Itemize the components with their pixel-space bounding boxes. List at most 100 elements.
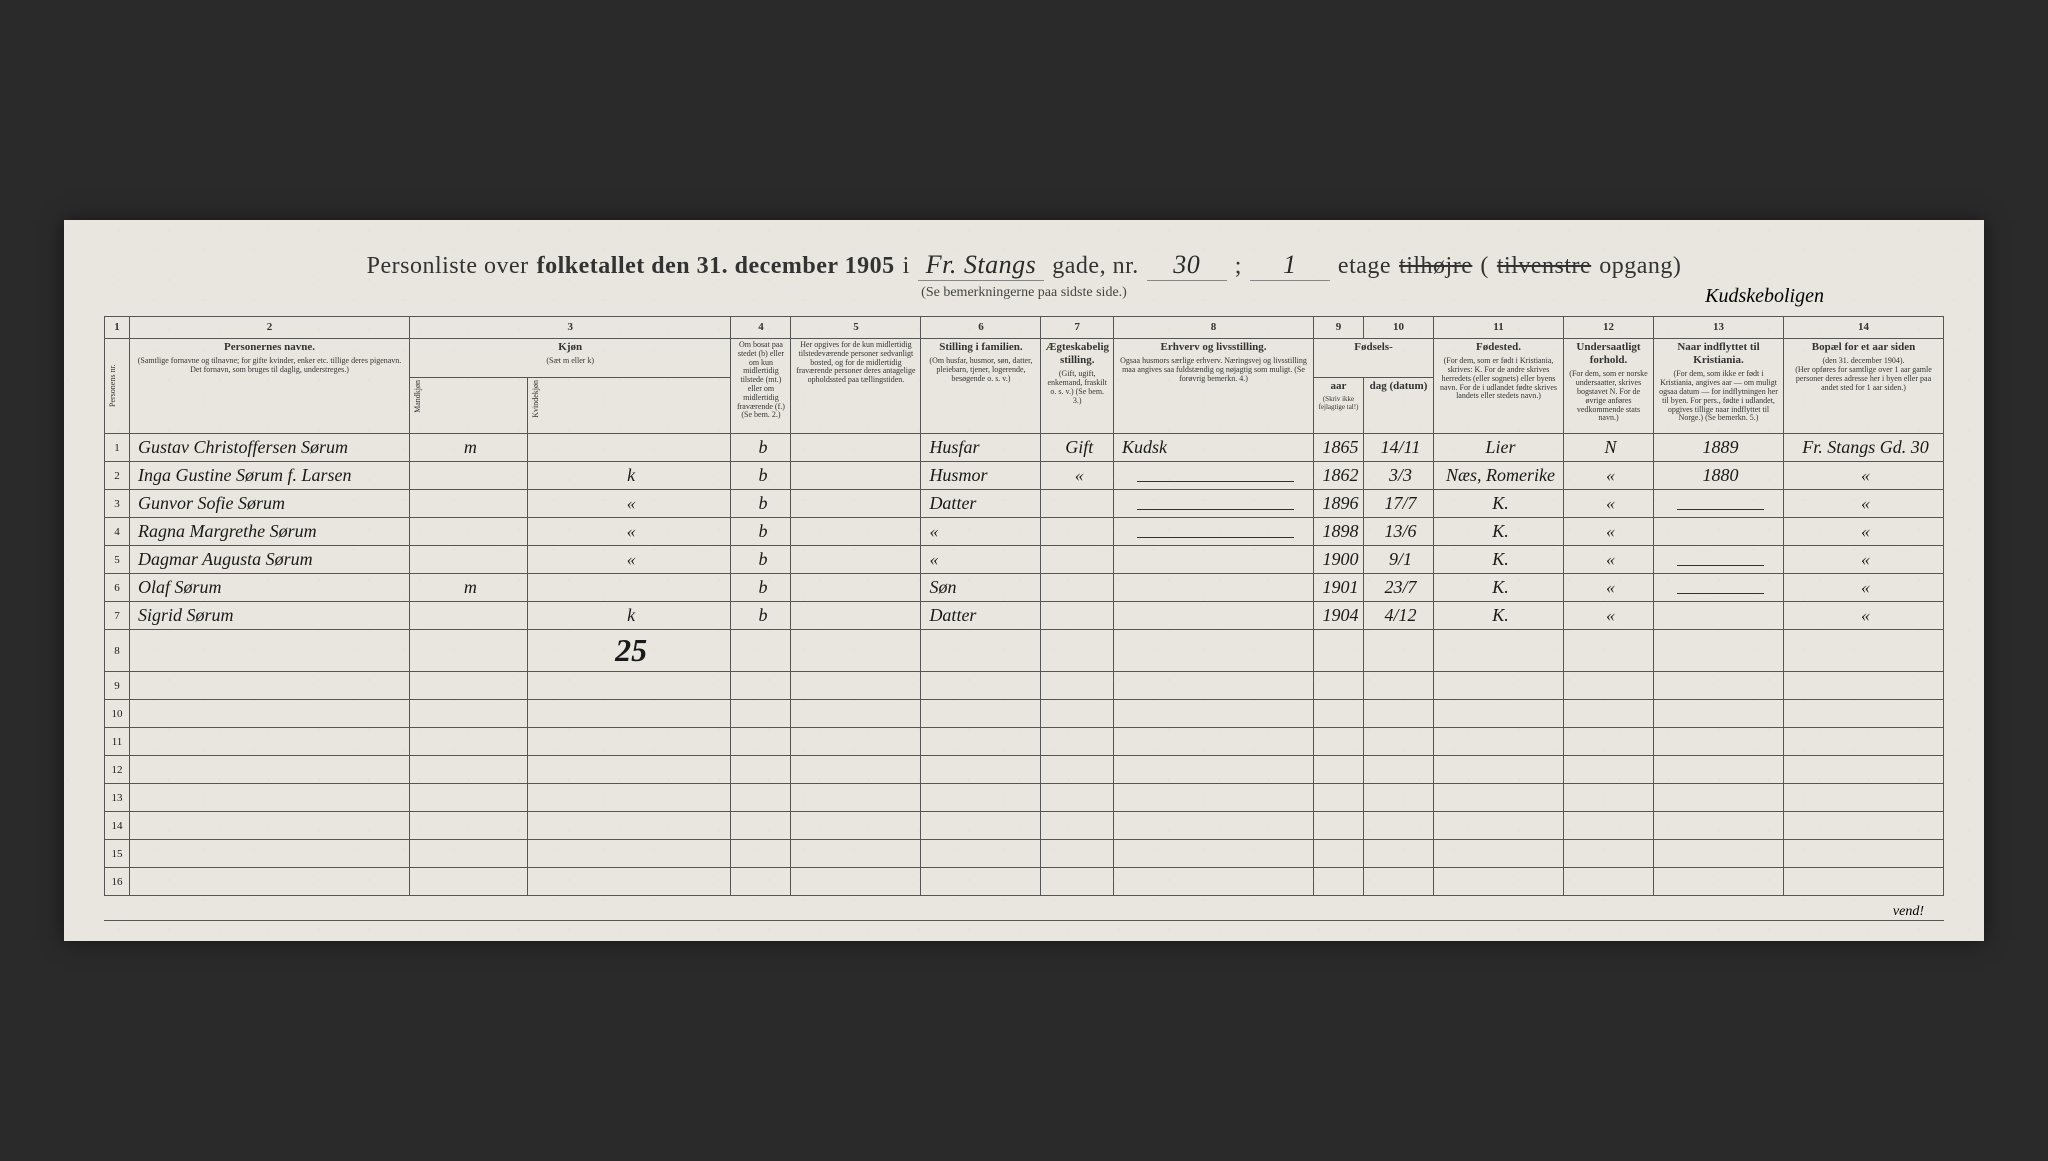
table-cell: Husmor <box>921 462 1041 490</box>
street-number: 30 <box>1147 250 1227 281</box>
table-cell: 1 <box>105 434 130 462</box>
h4: Om bosat paa stedet (b) eller om kun mid… <box>731 339 791 434</box>
table-cell <box>731 728 791 756</box>
table-cell: 16 <box>105 868 130 896</box>
table-cell <box>731 784 791 812</box>
table-cell <box>1434 784 1564 812</box>
table-cell <box>130 672 410 700</box>
table-cell <box>1784 756 1944 784</box>
table-cell <box>791 728 921 756</box>
table-cell: « <box>527 490 731 518</box>
table-cell <box>1114 630 1314 672</box>
table-cell: « <box>1564 490 1654 518</box>
table-cell: Fr. Stangs Gd. 30 <box>1784 434 1944 462</box>
opgang-label: opgang) <box>1599 253 1681 280</box>
colnum-5: 5 <box>791 316 921 338</box>
census-table: 1 2 3 4 5 6 7 8 9 10 11 12 13 14 Persone… <box>104 316 1944 896</box>
table-cell <box>130 868 410 896</box>
table-cell: K. <box>1434 602 1564 630</box>
table-cell <box>791 756 921 784</box>
table-cell <box>130 756 410 784</box>
table-cell <box>1564 840 1654 868</box>
table-cell <box>1041 840 1114 868</box>
h7: Ægteskabelig stilling. (Gift, ugift, enk… <box>1041 339 1114 434</box>
table-cell <box>1654 672 1784 700</box>
table-cell: 1880 <box>1654 462 1784 490</box>
table-cell <box>527 700 731 728</box>
table-cell: 12 <box>105 756 130 784</box>
h3a: Mandkjøn <box>410 378 528 434</box>
table-row: 1Gustav Christoffersen SørummbHusfarGift… <box>105 434 1944 462</box>
table-cell <box>1784 672 1944 700</box>
table-cell <box>1654 546 1784 574</box>
table-cell: Ragna Margrethe Sørum <box>130 518 410 546</box>
colnum-14: 14 <box>1784 316 1944 338</box>
table-cell <box>731 812 791 840</box>
table-cell <box>1114 462 1314 490</box>
table-row: 7Sigrid SørumkbDatter19044/12K.«« <box>105 602 1944 630</box>
table-cell <box>1434 840 1564 868</box>
table-cell <box>1564 868 1654 896</box>
table-cell: « <box>1564 574 1654 602</box>
table-cell: 6 <box>105 574 130 602</box>
table-cell: K. <box>1434 490 1564 518</box>
table-cell <box>130 728 410 756</box>
table-cell <box>791 784 921 812</box>
table-cell: 1900 <box>1314 546 1364 574</box>
table-cell <box>527 434 731 462</box>
subtitle: (Se bemerkningerne paa sidste side.) <box>104 285 1944 301</box>
table-cell <box>527 728 731 756</box>
colnum-4: 4 <box>731 316 791 338</box>
table-cell <box>1114 490 1314 518</box>
table-cell: 1898 <box>1314 518 1364 546</box>
table-cell: m <box>410 574 528 602</box>
table-cell <box>130 700 410 728</box>
table-cell: « <box>1784 462 1944 490</box>
table-row: 3Gunvor Sofie Sørum«bDatter189617/7K.«« <box>105 490 1944 518</box>
table-cell <box>1041 700 1114 728</box>
table-cell: 10 <box>105 700 130 728</box>
h3: Kjøn (Sæt m eller k) <box>410 339 731 378</box>
table-cell: 9 <box>105 672 130 700</box>
table-cell <box>1654 784 1784 812</box>
title-bold: folketallet den 31. december 1905 <box>537 253 895 280</box>
table-cell <box>1114 602 1314 630</box>
table-cell: 4 <box>105 518 130 546</box>
table-cell <box>921 868 1041 896</box>
colnum-6: 6 <box>921 316 1041 338</box>
h9-10: Fødsels- <box>1314 339 1434 378</box>
table-cell: 1889 <box>1654 434 1784 462</box>
table-cell <box>410 490 528 518</box>
h9: aar (Skriv ikke fejlagtige tal!) <box>1314 378 1364 434</box>
table-row-empty: 10 <box>105 700 1944 728</box>
table-cell: k <box>527 462 731 490</box>
table-cell <box>1564 756 1654 784</box>
table-cell <box>1114 672 1314 700</box>
colnum-8: 8 <box>1114 316 1314 338</box>
table-cell <box>410 868 528 896</box>
table-cell: « <box>1564 518 1654 546</box>
table-cell <box>527 784 731 812</box>
table-cell: 15 <box>105 840 130 868</box>
table-cell <box>1564 812 1654 840</box>
table-row-empty: 14 <box>105 812 1944 840</box>
h11: Fødested. (For dem, som er født i Kristi… <box>1434 339 1564 434</box>
table-cell: Gift <box>1041 434 1114 462</box>
table-cell: Sigrid Sørum <box>130 602 410 630</box>
table-cell <box>1314 868 1364 896</box>
table-body: 1Gustav Christoffersen SørummbHusfarGift… <box>105 434 1944 896</box>
table-cell <box>791 812 921 840</box>
table-cell <box>1314 700 1364 728</box>
etage-value: 1 <box>1250 250 1330 281</box>
table-cell <box>1314 840 1364 868</box>
colnum-3: 3 <box>410 316 731 338</box>
table-cell <box>1654 812 1784 840</box>
table-row: 4Ragna Margrethe Sørum«b«189813/6K.«« <box>105 518 1944 546</box>
table-cell <box>1114 700 1314 728</box>
table-cell <box>921 630 1041 672</box>
table-cell: Næs, Romerike <box>1434 462 1564 490</box>
table-cell <box>1114 784 1314 812</box>
table-cell: « <box>1784 490 1944 518</box>
gade-label: gade, nr. <box>1052 253 1138 280</box>
table-cell: Lier <box>1434 434 1564 462</box>
